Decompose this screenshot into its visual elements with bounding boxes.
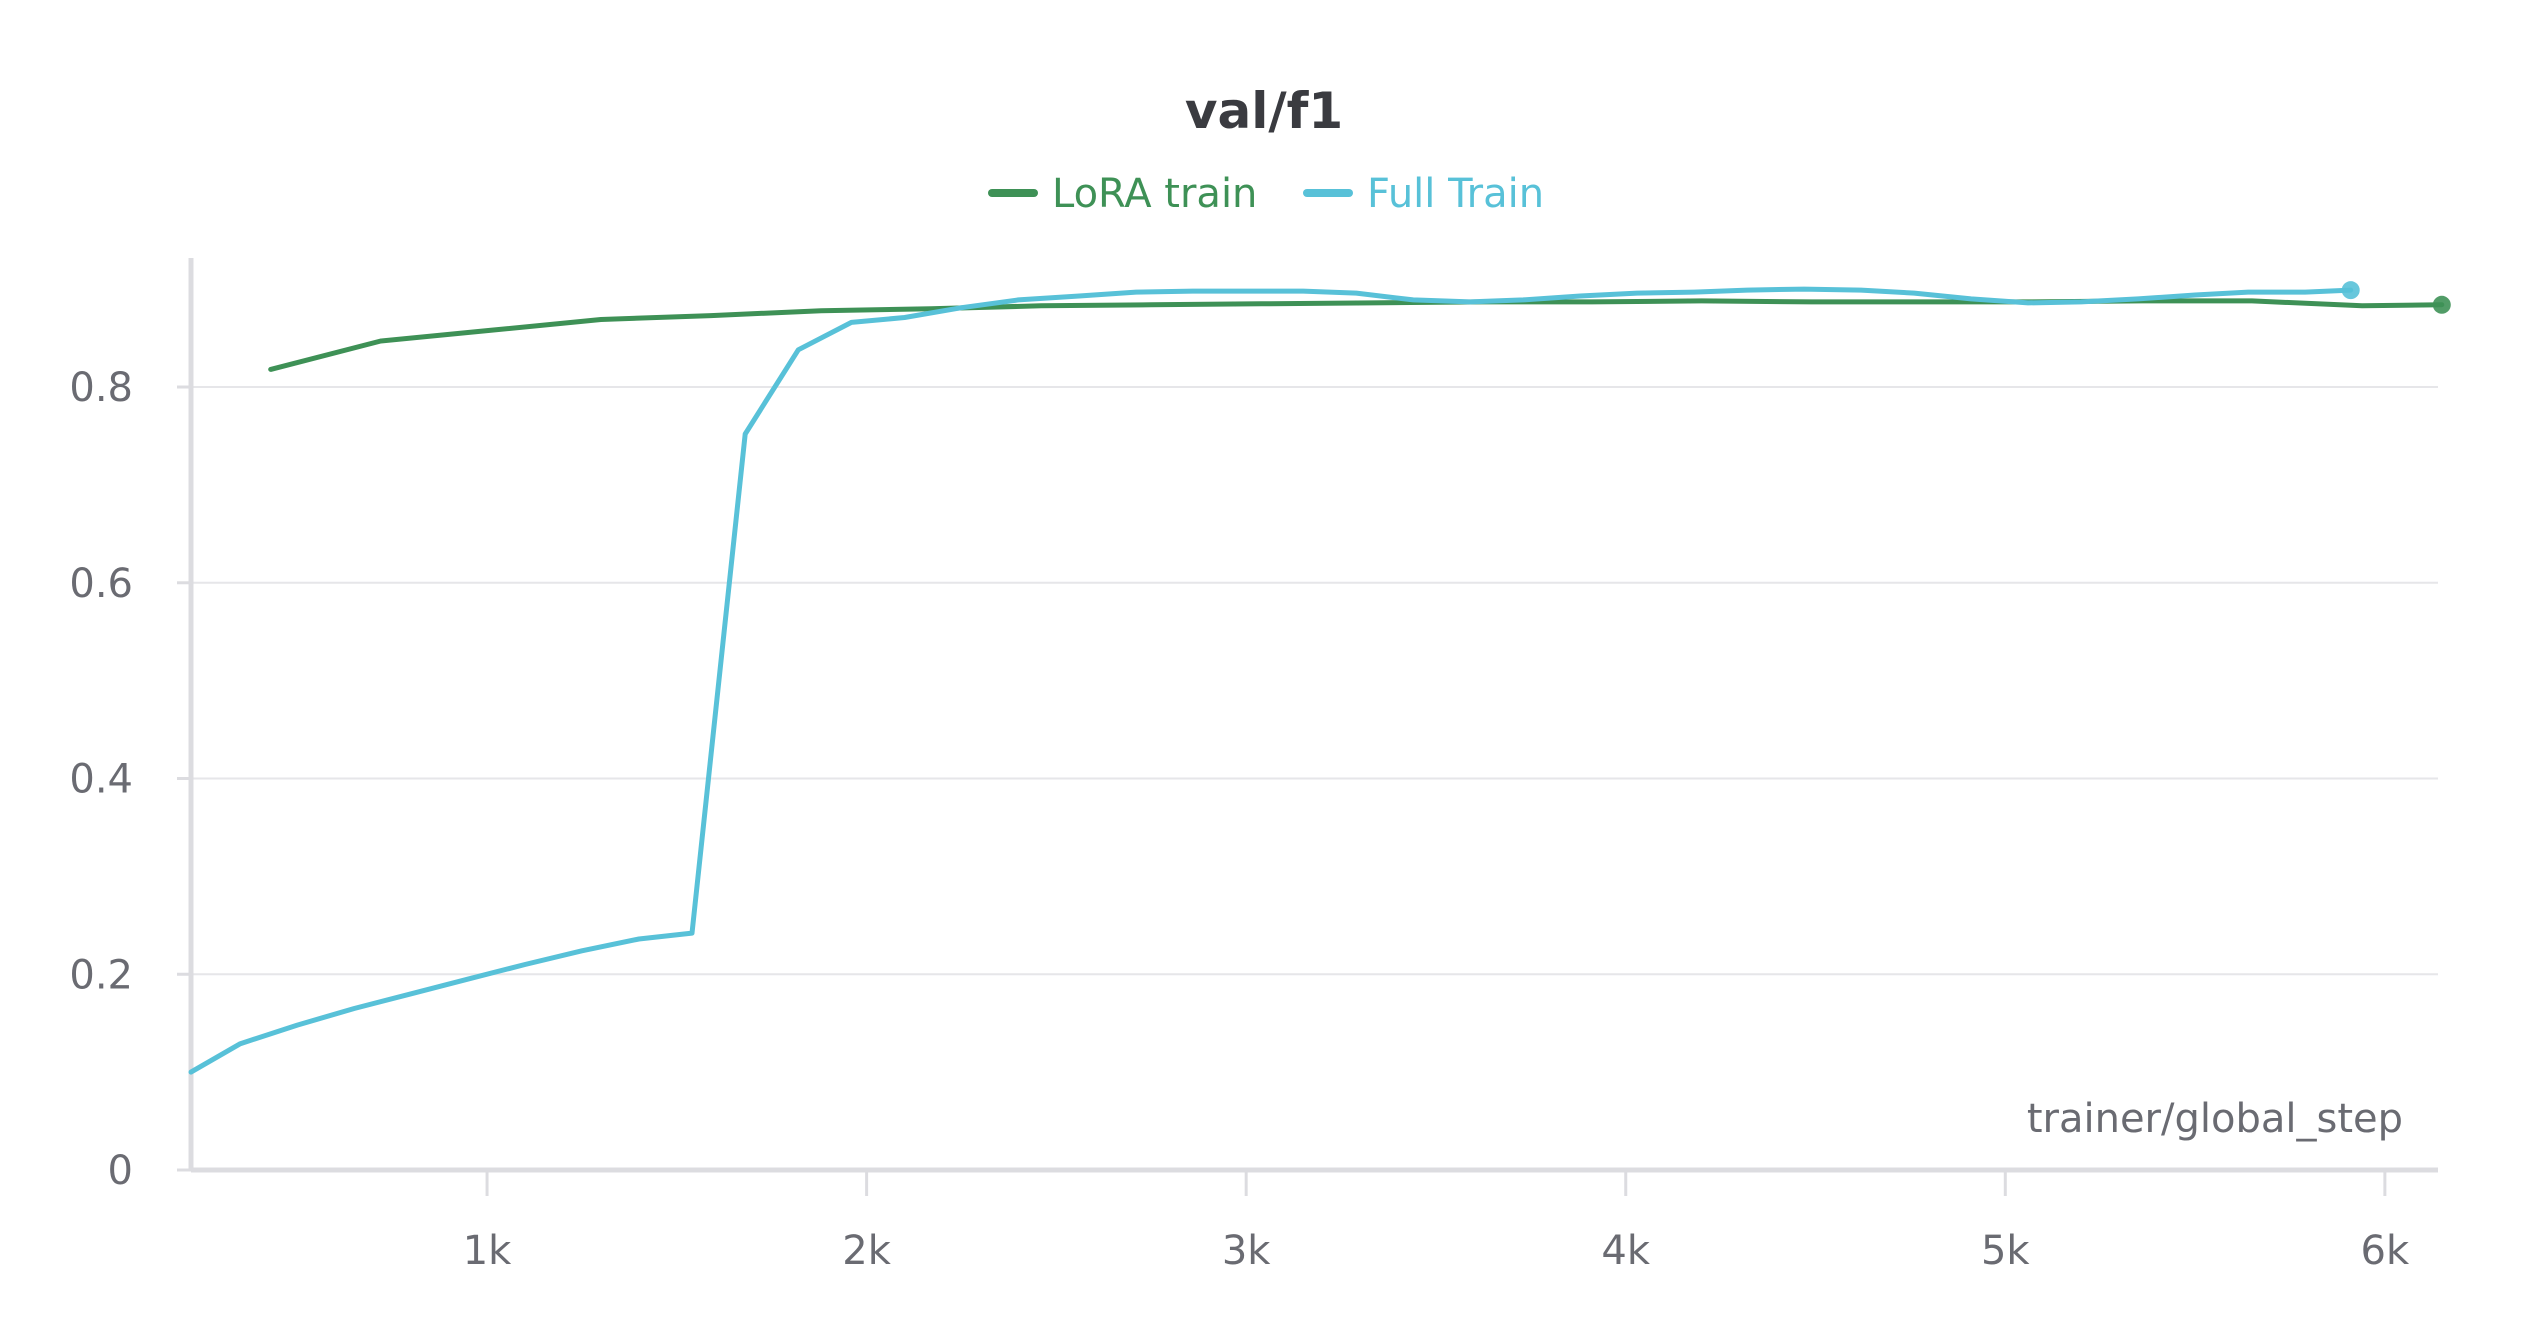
legend-label-lora-train[interactable]: LoRA train (1052, 171, 1257, 217)
series-line-full-train[interactable] (188, 286, 2354, 1075)
y-tick-label: 0.2 (69, 952, 133, 998)
legend: LoRA train Full Train (988, 171, 1544, 217)
y-tick-label: 0.6 (69, 561, 133, 607)
y-axis: 0 0.2 0.4 0.6 0.8 (69, 258, 194, 1194)
x-tick-label: 2k (842, 1228, 891, 1274)
x-tick-label: 6k (2361, 1228, 2410, 1274)
x-tick-label: 3k (1222, 1228, 1271, 1274)
x-tick-label: 4k (1601, 1228, 1650, 1274)
legend-label-full-train[interactable]: Full Train (1367, 171, 1544, 217)
y-tick-label: 0 (108, 1148, 133, 1194)
plot-area[interactable] (188, 281, 2451, 1075)
y-tick-label: 0.4 (69, 757, 133, 803)
chart-title: val/f1 (1185, 82, 1343, 140)
series-line-lora-train[interactable] (268, 298, 2445, 372)
x-axis: 1k 2k 3k 4k 5k 6k (191, 1167, 2438, 1274)
series-end-marker-lora-train (2432, 295, 2451, 314)
y-tick-label: 0.8 (69, 365, 133, 411)
gridlines (191, 386, 2438, 976)
x-tick-label: 5k (1981, 1228, 2030, 1274)
series-end-marker-full-train (2341, 281, 2360, 300)
x-axis-title: trainer/global_step (2027, 1096, 2403, 1142)
x-tick-label: 1k (463, 1228, 512, 1274)
